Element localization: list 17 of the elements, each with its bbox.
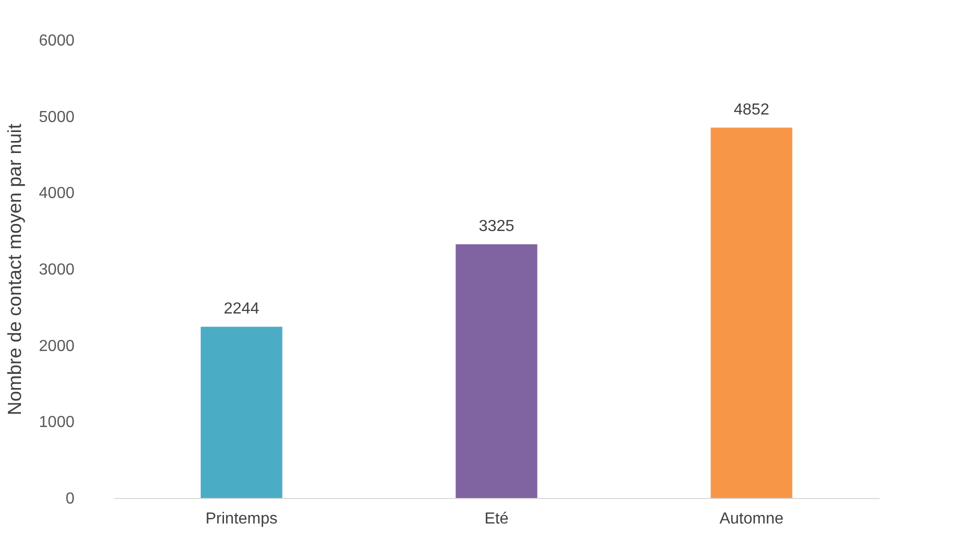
y-tick-label: 2000	[38, 338, 75, 355]
y-tick-label: 0	[66, 490, 75, 508]
data-label: 3325	[478, 218, 514, 236]
x-tick-label: Automne	[719, 510, 784, 528]
y-axis-title: Nombre de contact moyen par nuit	[4, 123, 26, 416]
data-label: 2244	[224, 300, 260, 318]
y-tick-label: 1000	[38, 414, 75, 432]
y-tick-label: 6000	[38, 32, 75, 50]
x-tick-label: Eté	[484, 510, 509, 528]
x-tick-label: Printemps	[205, 510, 278, 528]
bar	[456, 244, 538, 498]
y-tick-label: 3000	[38, 262, 75, 278]
bar	[200, 326, 282, 498]
bar	[710, 128, 792, 498]
data-label: 4852	[734, 102, 770, 119]
y-tick-label: 5000	[38, 108, 75, 126]
y-tick-label: 4000	[38, 185, 75, 202]
